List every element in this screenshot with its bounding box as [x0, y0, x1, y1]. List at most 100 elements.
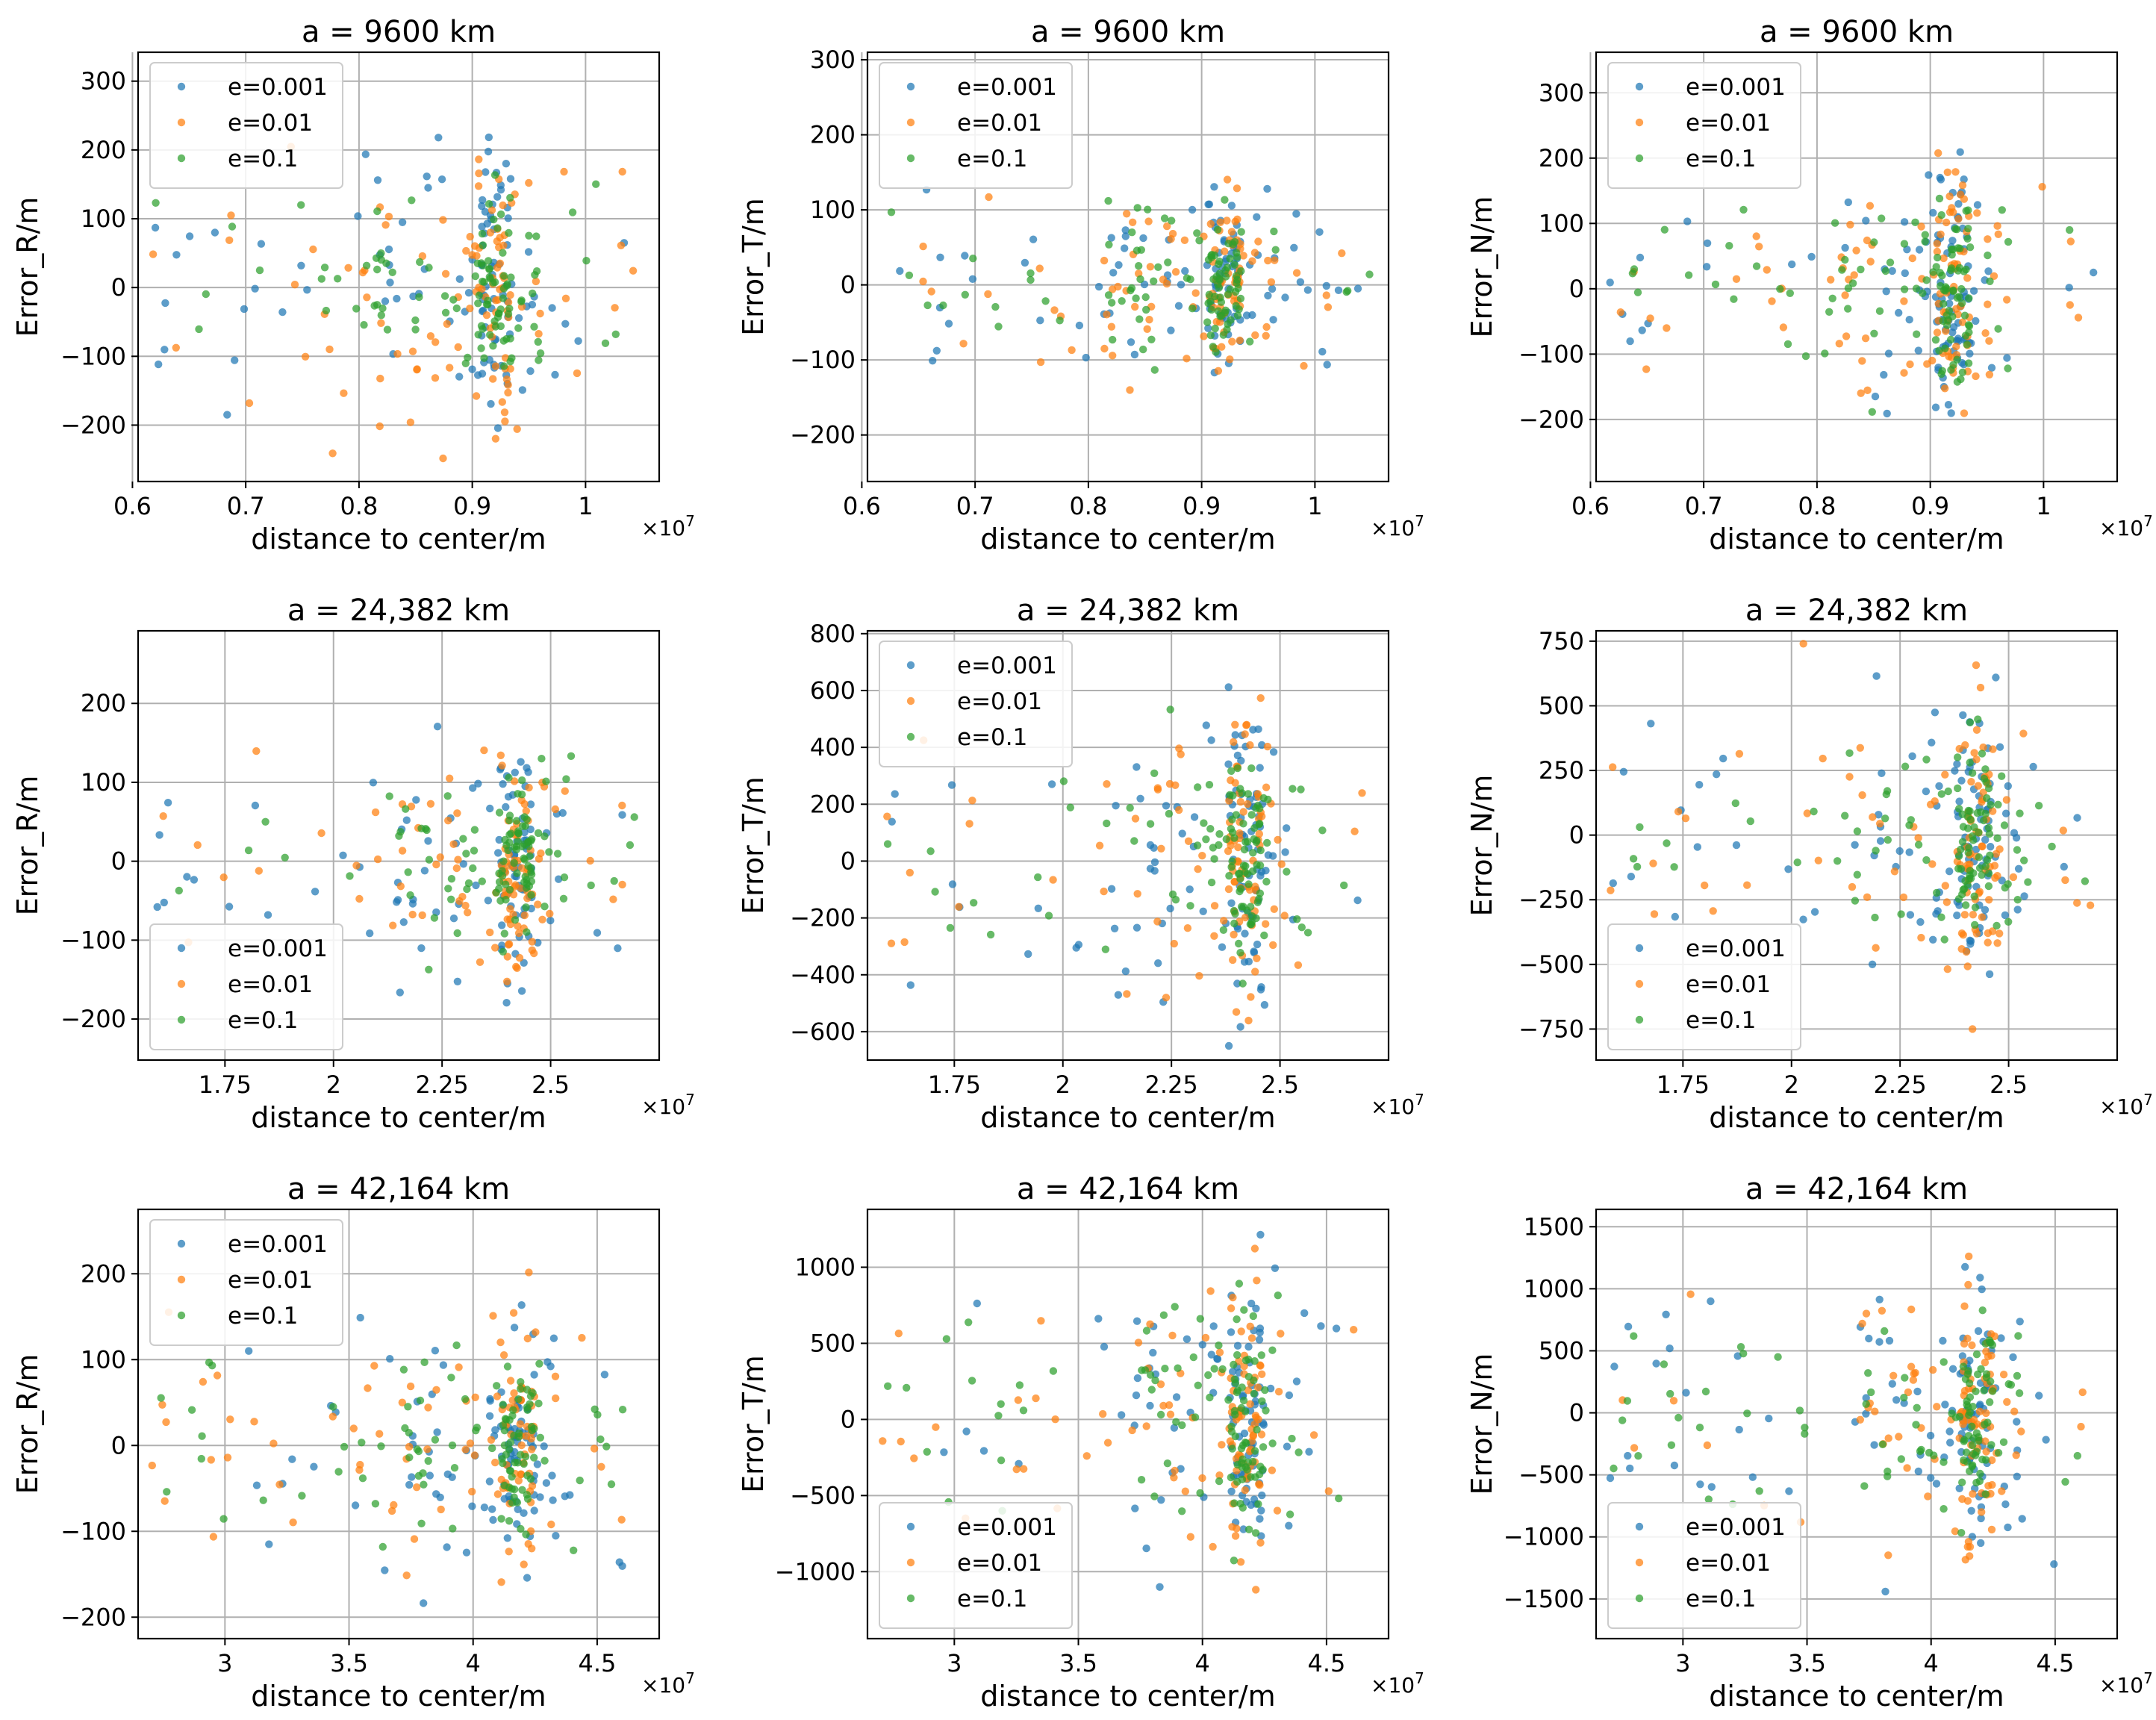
data-point-e1 [1926, 800, 1935, 808]
data-point-e1 [1186, 1533, 1195, 1541]
data-point-e0 [223, 411, 231, 419]
data-point-e2 [1618, 1416, 1627, 1424]
data-point-e2 [371, 1500, 380, 1508]
data-point-e1 [1223, 175, 1232, 184]
data-point-e2 [1963, 1400, 1971, 1409]
data-point-e2 [396, 828, 405, 836]
data-point-e1 [510, 1389, 518, 1398]
data-point-e0 [1935, 782, 1943, 791]
data-point-e0 [517, 1301, 526, 1309]
data-point-e1 [2017, 1427, 2025, 1436]
data-point-e2 [1194, 783, 1202, 791]
data-point-e0 [1947, 409, 1955, 417]
data-point-e1 [532, 277, 540, 286]
data-point-e2 [2020, 856, 2028, 864]
data-point-e1 [1703, 1441, 1712, 1450]
data-point-e1 [1114, 282, 1122, 291]
data-point-e0 [433, 1428, 441, 1436]
data-point-e0 [1636, 253, 1645, 262]
y-tick-label: −200 [1518, 405, 1584, 434]
data-point-e1 [2003, 1398, 2011, 1406]
data-point-e1 [1858, 1319, 1866, 1328]
data-point-e2 [1186, 275, 1194, 284]
data-point-e2 [1258, 1397, 1266, 1406]
data-point-e0 [1181, 267, 1189, 275]
data-point-e2 [942, 1335, 951, 1343]
legend-marker [1635, 1594, 1644, 1603]
data-point-e2 [1776, 284, 1784, 293]
data-point-e0 [962, 1427, 970, 1436]
data-point-e0 [449, 914, 458, 923]
data-point-e0 [356, 1313, 364, 1322]
data-point-e1 [1957, 929, 1966, 938]
data-point-e2 [474, 299, 482, 308]
data-point-e2 [1230, 1557, 1239, 1565]
data-point-e2 [495, 885, 503, 893]
legend-label: e=0.01 [228, 1267, 313, 1294]
data-point-e2 [1931, 336, 1940, 344]
y-tick-label: −750 [1518, 1015, 1584, 1043]
data-point-e1 [1181, 1487, 1190, 1495]
data-point-e2 [1944, 787, 1952, 796]
data-point-e2 [1975, 1477, 1984, 1486]
data-point-e2 [1231, 909, 1239, 918]
data-point-e1 [491, 434, 500, 443]
x-tick-label: 1 [578, 492, 593, 520]
data-point-e1 [1900, 297, 1908, 305]
y-tick-label: −400 [790, 961, 856, 989]
data-point-e0 [464, 289, 473, 297]
data-point-e2 [1195, 237, 1203, 245]
data-point-e1 [1241, 730, 1249, 738]
data-point-e2 [517, 791, 526, 799]
data-point-e0 [386, 1355, 394, 1363]
data-point-e1 [499, 1351, 508, 1359]
data-point-e1 [432, 1386, 440, 1395]
data-point-e1 [1209, 1542, 1217, 1551]
data-point-e0 [1281, 848, 1289, 856]
data-point-e1 [413, 366, 421, 374]
data-point-e2 [358, 1439, 366, 1447]
data-point-e2 [1147, 335, 1156, 343]
y-axis-label: Error_R/m [11, 1354, 44, 1495]
data-point-e2 [358, 1474, 367, 1483]
data-point-e0 [408, 1473, 416, 1481]
legend-frame [879, 62, 1073, 189]
data-point-e2 [499, 947, 507, 956]
data-point-e0 [468, 1502, 476, 1510]
y-tick-label: 1000 [1524, 1274, 1584, 1303]
data-point-e0 [1121, 226, 1130, 234]
data-point-e1 [1975, 888, 1984, 896]
data-point-e2 [1623, 1397, 1632, 1405]
data-point-e0 [489, 1515, 497, 1524]
data-point-e2 [1239, 1396, 1248, 1405]
data-point-e1 [1856, 744, 1864, 752]
data-point-e2 [540, 903, 549, 911]
data-point-e2 [1215, 276, 1224, 284]
data-point-e1 [358, 268, 367, 277]
data-point-e0 [434, 134, 443, 142]
data-point-e1 [1969, 1415, 1978, 1424]
data-point-e1 [389, 921, 397, 929]
data-point-e1 [1861, 334, 1870, 343]
data-point-e2 [1905, 821, 1913, 829]
data-point-e2 [931, 888, 939, 896]
y-axis-label: Error_R/m [11, 776, 44, 916]
data-point-e1 [1232, 1454, 1241, 1463]
data-point-e1 [1960, 911, 1969, 919]
data-point-e2 [377, 255, 385, 264]
data-point-e0 [1953, 912, 1961, 920]
data-point-e1 [158, 1400, 166, 1409]
data-point-e0 [1862, 1394, 1870, 1402]
y-tick-label: −100 [790, 346, 856, 374]
data-point-e1 [1998, 1487, 2006, 1495]
data-point-e2 [1253, 1426, 1261, 1434]
data-point-e1 [275, 1480, 284, 1489]
data-point-e0 [504, 214, 512, 222]
legend-marker [906, 661, 915, 670]
x-tick-label: 0.8 [340, 492, 378, 520]
data-point-e0 [551, 370, 559, 379]
data-point-e0 [1204, 324, 1212, 332]
data-point-e1 [609, 895, 617, 903]
data-point-e1 [462, 246, 470, 255]
data-point-e1 [387, 1506, 396, 1515]
